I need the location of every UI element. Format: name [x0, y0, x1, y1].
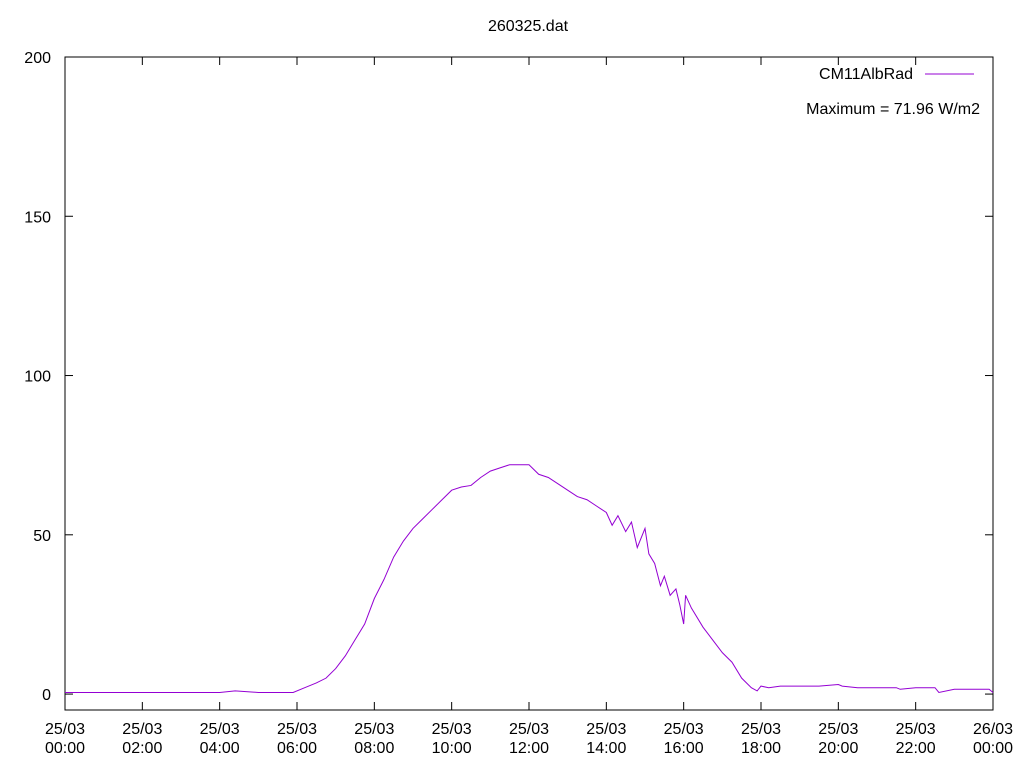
x-tick-label: 25/03 22:00: [896, 721, 936, 757]
annotation: Maximum = 71.96 W/m2: [806, 101, 980, 118]
x-tick-label: 25/03 10:00: [432, 721, 472, 757]
data-line: [65, 464, 994, 694]
x-tick-label: 25/03 06:00: [277, 721, 317, 757]
x-tick-label: 25/03 18:00: [741, 721, 781, 757]
x-tick-label: 25/03 20:00: [818, 721, 858, 757]
x-tick-label: 25/03 08:00: [354, 721, 394, 757]
y-tick-label: 100: [24, 369, 51, 386]
x-tick-label: 25/03 04:00: [200, 721, 240, 757]
x-tick-label: 25/03 02:00: [122, 721, 162, 757]
x-tick-label: 25/03 00:00: [45, 721, 85, 757]
x-tick-label: 26/03 00:00: [973, 721, 1013, 757]
y-tick-label: 150: [24, 209, 51, 226]
x-tick-label: 25/03 16:00: [664, 721, 704, 757]
y-tick-label: 50: [33, 528, 51, 545]
y-tick-label: 0: [42, 687, 51, 704]
legend-label: CM11AlbRad: [819, 66, 913, 83]
x-tick-label: 25/03 12:00: [509, 721, 549, 757]
x-tick-label: 25/03 14:00: [586, 721, 626, 757]
chart-title: 260325.dat: [488, 18, 569, 35]
y-tick-label: 200: [24, 50, 51, 67]
